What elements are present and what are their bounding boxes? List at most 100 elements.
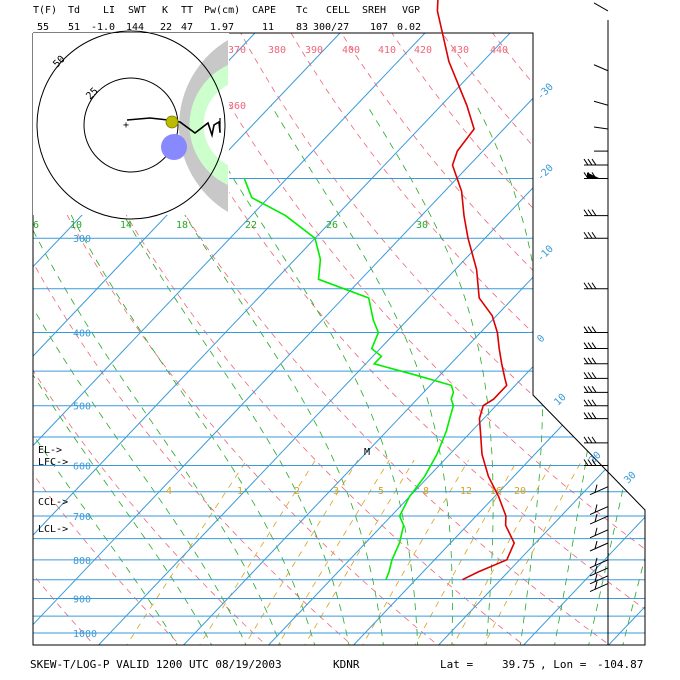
header-value: 51 xyxy=(68,22,80,33)
dry-adiabat xyxy=(33,33,357,645)
barb-feather xyxy=(587,436,593,444)
moist-adiabat xyxy=(270,105,453,645)
pressure-label: 600 xyxy=(73,462,91,473)
isotherm-line xyxy=(94,33,645,645)
dry-adiabat xyxy=(244,33,645,645)
header-value: 55 xyxy=(37,22,49,33)
dry-adiabat xyxy=(33,33,271,645)
storm-motion-marker xyxy=(161,134,187,160)
barb-feather xyxy=(591,158,597,166)
barb-feather xyxy=(591,282,597,290)
barb-shaft xyxy=(593,100,609,106)
header-value: 0.02 xyxy=(397,22,421,33)
wind-barb xyxy=(583,342,608,350)
wind-barb xyxy=(583,326,608,334)
moist-adiabat xyxy=(33,191,215,645)
pressure-label: 800 xyxy=(73,556,91,567)
barb-shaft xyxy=(589,575,609,585)
wind-barb xyxy=(589,565,609,577)
dry-adiabat xyxy=(415,33,645,645)
header-label: LI xyxy=(103,5,115,16)
isotherm-line xyxy=(349,33,645,645)
wind-barbs xyxy=(583,2,609,593)
barb-feather xyxy=(587,342,593,349)
isotherms xyxy=(33,33,645,645)
footer-title: SKEW-T/LOG-P VALID 1200 UTC 08/19/2003 xyxy=(30,658,282,671)
header-value: 300/27 xyxy=(313,22,349,33)
wind-barb xyxy=(593,2,609,12)
isotherm-label: 10 xyxy=(552,392,568,408)
mixing-ratio-label: 4 xyxy=(166,486,172,497)
temperature-line xyxy=(436,0,516,581)
barb-feather xyxy=(591,209,597,216)
barb-shaft xyxy=(589,559,609,569)
wind-barb xyxy=(593,64,609,72)
theta-label: 370 xyxy=(228,45,246,56)
barb-feather xyxy=(583,357,589,365)
dry-adiabat xyxy=(33,33,530,645)
moist-adiabat xyxy=(33,215,181,645)
hodograph-core xyxy=(203,85,228,165)
wind-barb xyxy=(583,357,608,365)
barb-feather xyxy=(587,326,593,333)
dewpoint-line xyxy=(243,178,455,580)
mixing-ratio-line xyxy=(123,459,248,645)
wind-barb xyxy=(589,504,609,516)
barb-feather xyxy=(591,399,597,406)
theta-label: 400 xyxy=(342,45,360,56)
header-value: 107 xyxy=(370,22,388,33)
barb-shaft xyxy=(589,529,609,539)
barb-feather xyxy=(583,326,589,333)
header-value: -1.0 xyxy=(91,22,115,33)
moist-adiabat xyxy=(553,105,605,645)
pressure-label: 300 xyxy=(73,234,91,245)
barb-feather xyxy=(591,372,597,379)
barb-feather xyxy=(587,209,593,216)
theta-e-label: 14 xyxy=(120,220,132,231)
barb-feather xyxy=(587,357,593,365)
barb-feather xyxy=(594,484,598,493)
barb-feather xyxy=(591,386,597,393)
wind-barb xyxy=(593,100,609,106)
header-labels: T(F) Td LI SWT K TT Pw(cm) CAPE Tc CELL SREH VGP xyxy=(33,5,420,16)
mixing-ratio-line xyxy=(360,459,469,645)
isotherm-label: -30 xyxy=(535,82,556,103)
wind-barb xyxy=(583,372,608,379)
theta-label: 430 xyxy=(451,45,469,56)
hodograph-ring-25 xyxy=(83,77,179,173)
theta-label: 360 xyxy=(228,101,246,112)
isotherm-line xyxy=(604,33,645,645)
wind-barb xyxy=(593,126,609,130)
theta-label: 420 xyxy=(414,45,432,56)
header-label: CAPE xyxy=(252,5,276,16)
moist-adiabat xyxy=(33,136,283,645)
mixing-ratio-line xyxy=(301,459,415,645)
barb-feather xyxy=(587,282,593,290)
theta-e-label: 18 xyxy=(176,220,188,231)
moist-adiabat xyxy=(190,105,419,645)
wind-barb xyxy=(589,540,609,552)
wind-barb xyxy=(589,581,609,593)
barb-feather xyxy=(583,231,589,239)
pressure-label: 400 xyxy=(73,329,91,340)
barb-feather xyxy=(583,209,589,216)
barb-feather xyxy=(591,412,597,419)
footer-station: KDNR xyxy=(333,658,360,671)
barb-feather xyxy=(594,557,598,566)
header-label: CELL xyxy=(326,5,350,16)
barb-feather xyxy=(587,231,593,239)
barb-feather xyxy=(594,565,598,575)
mixing-ratio-line xyxy=(242,459,359,645)
barb-shaft xyxy=(589,542,609,552)
barb-feather xyxy=(587,399,593,406)
wind-barb xyxy=(583,158,608,166)
barb-shaft xyxy=(593,64,609,72)
barb-shaft xyxy=(589,486,609,496)
barb-feather xyxy=(583,282,589,290)
wind-barb xyxy=(583,459,608,467)
isotherm-line xyxy=(33,33,521,645)
theta-label: 390 xyxy=(305,45,323,56)
barb-feather xyxy=(587,459,593,466)
moist-adiabat xyxy=(33,164,249,645)
